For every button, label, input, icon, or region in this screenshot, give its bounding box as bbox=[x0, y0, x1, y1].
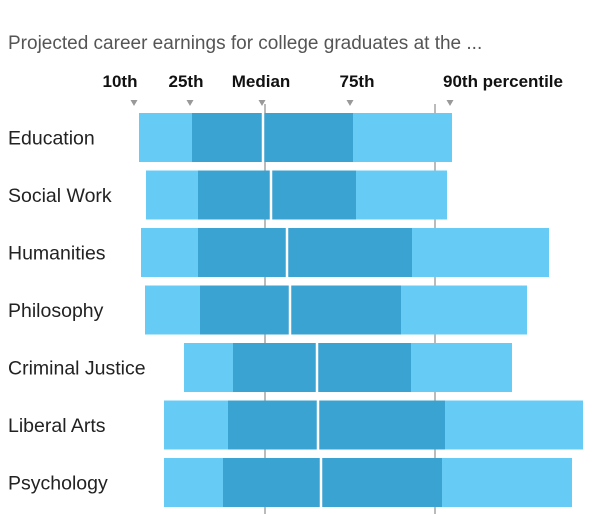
row-social-work: Social Work bbox=[8, 170, 447, 220]
category-label: Psychology bbox=[8, 473, 108, 495]
category-label: Liberal Arts bbox=[8, 415, 106, 437]
row-philosophy: Philosophy bbox=[8, 285, 527, 335]
range-25-75-bar bbox=[192, 113, 353, 162]
percentile-label-25th: 25th bbox=[169, 72, 204, 91]
row-humanities: Humanities bbox=[8, 228, 549, 277]
category-label: Education bbox=[8, 128, 95, 150]
percentile-label-10th: 10th bbox=[103, 72, 138, 91]
range-25-75-bar bbox=[233, 343, 411, 392]
percentile-marker bbox=[258, 100, 266, 106]
percentile-label-75th: 75th bbox=[340, 72, 375, 91]
range-25-75-bar bbox=[198, 170, 356, 220]
category-label: Philosophy bbox=[8, 300, 104, 322]
row-criminal-justice: Criminal Justice bbox=[8, 343, 512, 392]
row-education: Education bbox=[8, 113, 452, 162]
percentile-marker bbox=[186, 100, 194, 106]
row-liberal-arts: Liberal Arts bbox=[8, 400, 583, 450]
category-label: Humanities bbox=[8, 243, 106, 265]
percentile-label-90th-percentile: 90th percentile bbox=[443, 72, 563, 91]
percentile-marker bbox=[446, 100, 454, 106]
category-label: Criminal Justice bbox=[8, 358, 146, 380]
percentile-label-median: Median bbox=[232, 72, 291, 91]
percentile-marker bbox=[130, 100, 138, 106]
chart-title: Projected career earnings for college gr… bbox=[8, 33, 482, 54]
range-25-75-bar bbox=[223, 458, 442, 507]
percentile-marker bbox=[346, 100, 354, 106]
range-25-75-bar bbox=[200, 285, 401, 335]
category-label: Social Work bbox=[8, 185, 112, 207]
category-rows: Education Social Work Humanities Philosophy… bbox=[8, 113, 583, 507]
percentile-header: 10th 25th Median 75th 90th percentile bbox=[103, 72, 563, 106]
range-25-75-bar bbox=[198, 228, 412, 277]
range-25-75-bar bbox=[228, 400, 445, 450]
row-psychology: Psychology bbox=[8, 458, 572, 507]
